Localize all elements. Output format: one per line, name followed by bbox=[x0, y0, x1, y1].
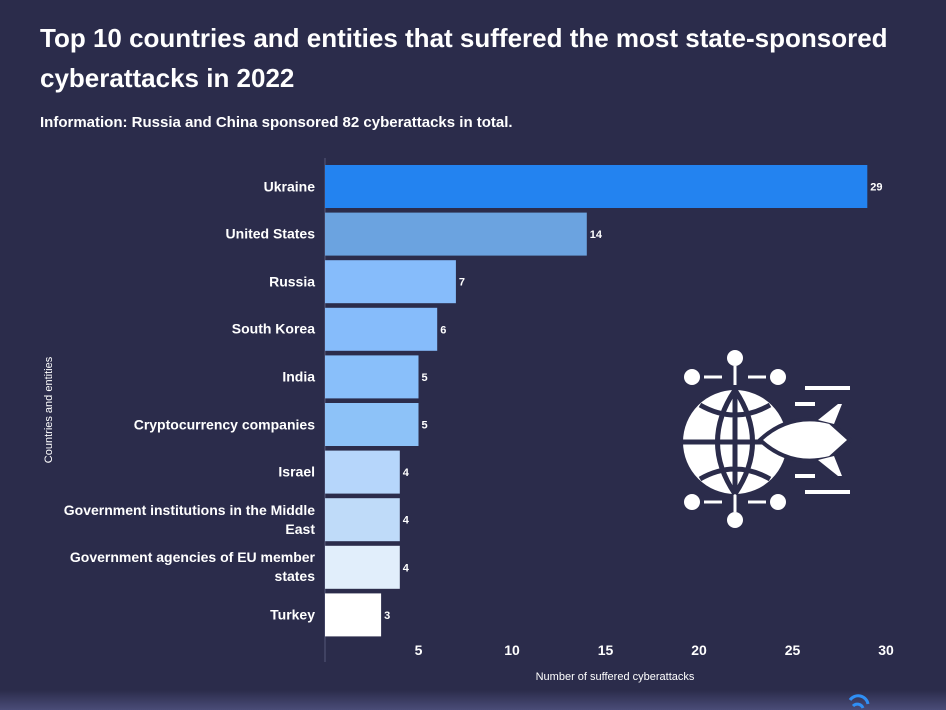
x-tick-label: 15 bbox=[598, 642, 614, 658]
x-tick-label: 5 bbox=[415, 642, 423, 658]
y-tick-label: Government institutions in the Middle Ea… bbox=[63, 501, 315, 537]
y-tick-label: South Korea bbox=[231, 320, 315, 337]
chart-subtitle: Information: Russia and China sponsored … bbox=[40, 114, 513, 131]
bar bbox=[325, 260, 456, 304]
x-tick-label: 25 bbox=[785, 642, 801, 658]
chart-title: Top 10 countries and entities that suffe… bbox=[40, 23, 888, 93]
y-tick-label: Turkey bbox=[270, 606, 315, 623]
bar bbox=[325, 212, 587, 256]
value-label: 14 bbox=[590, 229, 603, 241]
y-tick-label: Israel bbox=[278, 463, 315, 480]
logo bbox=[848, 694, 870, 709]
bar bbox=[325, 355, 419, 399]
bar bbox=[325, 498, 400, 542]
y-tick-label: India bbox=[282, 368, 315, 385]
value-label: 4 bbox=[403, 515, 410, 527]
bottom-glow bbox=[0, 690, 946, 710]
x-axis-label: Number of suffered cyberattacks bbox=[536, 671, 695, 683]
y-tick-label: Government agencies of EU member states bbox=[69, 549, 315, 585]
bar bbox=[325, 450, 400, 494]
bar bbox=[325, 545, 400, 589]
value-label: 7 bbox=[459, 277, 465, 289]
x-tick-label: 30 bbox=[878, 642, 894, 658]
value-label: 5 bbox=[422, 372, 428, 384]
y-tick-label: Ukraine bbox=[263, 178, 315, 194]
cyber-icon bbox=[683, 350, 853, 528]
bar bbox=[325, 593, 382, 637]
y-tick-label: Russia bbox=[269, 273, 315, 290]
y-axis-label: Countries and entities bbox=[43, 356, 55, 463]
value-label: 3 bbox=[384, 610, 390, 622]
value-label: 4 bbox=[403, 562, 410, 574]
bar bbox=[325, 307, 438, 351]
x-tick-label: 10 bbox=[504, 642, 520, 658]
value-label: 6 bbox=[440, 324, 446, 336]
y-tick-label: United States bbox=[225, 225, 315, 242]
value-label: 5 bbox=[422, 420, 428, 432]
bar bbox=[325, 403, 419, 446]
value-label: 29 bbox=[870, 182, 882, 194]
bar bbox=[325, 165, 868, 208]
value-label: 4 bbox=[403, 467, 410, 479]
x-tick-label: 20 bbox=[691, 642, 707, 658]
y-tick-label: Cryptocurrency companies bbox=[133, 416, 315, 432]
